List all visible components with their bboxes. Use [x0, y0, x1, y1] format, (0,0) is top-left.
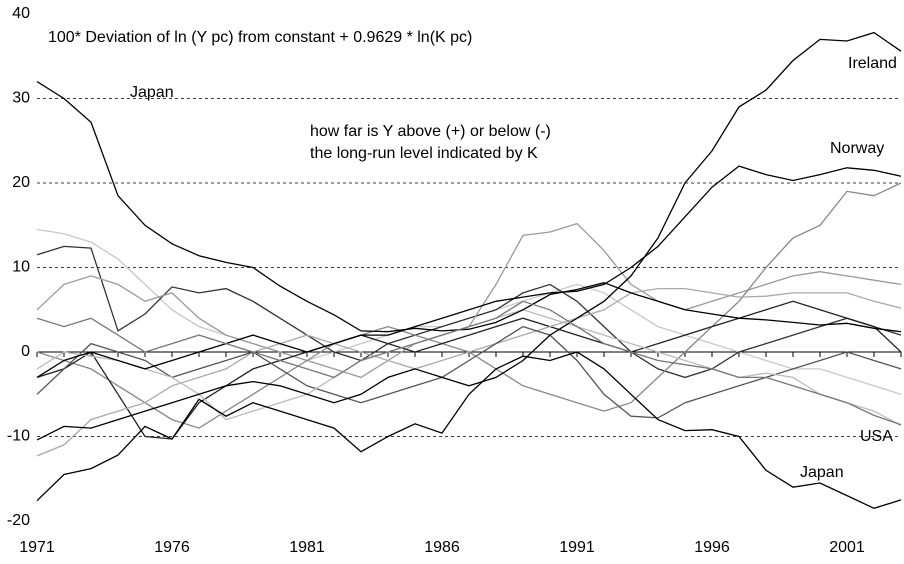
y-tick-label: 40	[12, 5, 30, 22]
x-tick-label: 1981	[289, 539, 325, 556]
series-line	[36, 31, 902, 441]
series-line	[36, 287, 902, 457]
series-line	[36, 228, 902, 395]
series-label: Ireland	[848, 55, 897, 72]
annotation: how far is Y above (+) or below (-)	[310, 123, 551, 140]
series-line	[36, 300, 902, 440]
series-label: Japan	[130, 84, 174, 101]
y-tick-label: 20	[12, 174, 30, 191]
annotation: the long-run level indicated by K	[310, 145, 538, 162]
x-tick-label: 1986	[424, 539, 460, 556]
chart-title: 100* Deviation of ln (Y pc) from constan…	[48, 29, 472, 46]
x-tick-label: 1976	[154, 539, 190, 556]
x-tick-label: 1991	[559, 539, 595, 556]
x-tick-label: 2001	[829, 539, 865, 556]
series-line	[36, 351, 902, 509]
series-line	[36, 81, 902, 333]
series-label: Japan	[800, 464, 844, 481]
y-tick-label: 0	[21, 343, 30, 360]
y-tick-label: 30	[12, 90, 30, 107]
series-line	[36, 245, 902, 379]
x-tick-label: 1971	[19, 539, 55, 556]
y-tick-label: 10	[12, 259, 30, 276]
series-line	[36, 325, 902, 419]
y-tick-label: -10	[7, 428, 30, 445]
series-label: USA	[860, 428, 893, 445]
series-line	[36, 165, 902, 378]
x-tick-label: 1996	[694, 539, 730, 556]
y-tick-label: -20	[7, 512, 30, 529]
series-line	[36, 300, 902, 426]
series-label: Norway	[830, 140, 884, 157]
